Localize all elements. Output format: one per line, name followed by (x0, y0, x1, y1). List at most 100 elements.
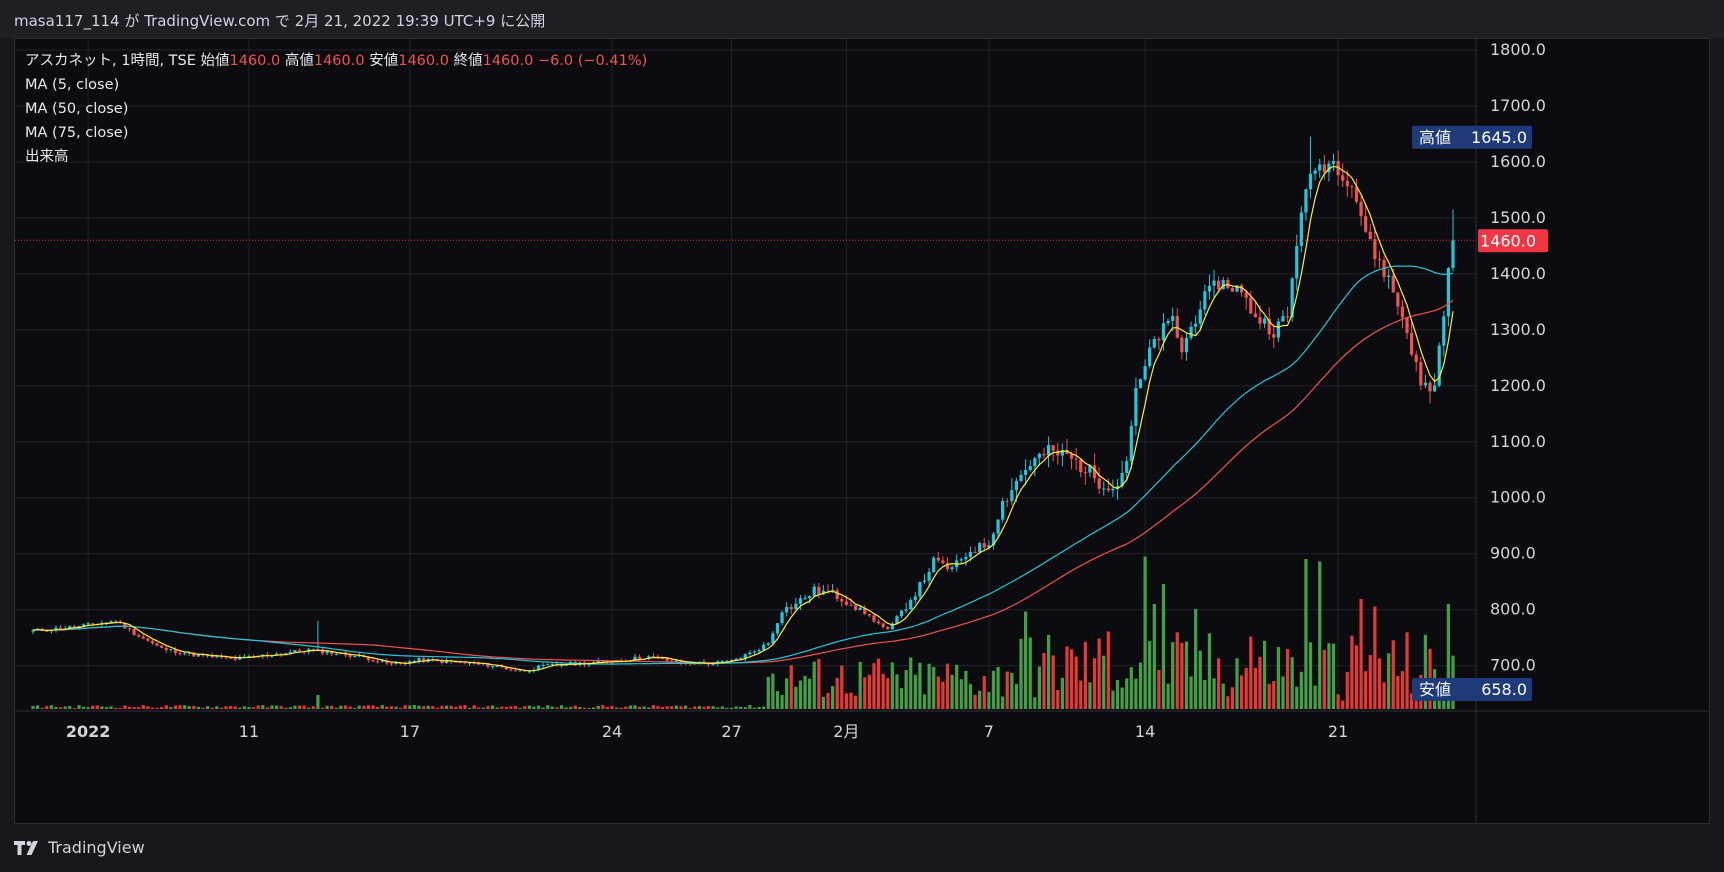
volume-bar (320, 707, 325, 709)
candle-body (1308, 173, 1313, 190)
legend-ma5[interactable]: MA (5, close) (25, 77, 120, 93)
time-tick-label: 27 (721, 722, 741, 741)
volume-bar (449, 705, 453, 709)
candle-body (1207, 285, 1212, 292)
volume-bar (582, 707, 587, 709)
volume-bar (1033, 697, 1037, 709)
candle-body (77, 625, 81, 628)
volume-bar (950, 674, 954, 709)
candle-body (950, 567, 954, 570)
legend-symbol[interactable]: アスカネット, 1時間, TSE (25, 53, 196, 69)
candle-body (1111, 488, 1115, 491)
volume-bar (918, 662, 922, 709)
price-tick-label: 1700.0 (1490, 96, 1546, 115)
candle-body (1391, 275, 1395, 293)
candle-body (467, 662, 472, 664)
volume-bar (261, 705, 265, 709)
legend-ma50[interactable]: MA (50, close) (25, 101, 129, 117)
candle-body (1451, 240, 1455, 269)
candle-body (399, 663, 403, 665)
candle-body (927, 571, 931, 581)
candle-body (1005, 500, 1009, 502)
volume-bar (1396, 676, 1400, 709)
candle-body (1285, 316, 1290, 318)
candle-body (504, 667, 508, 670)
tradingview-brand[interactable]: TradingView (14, 838, 145, 857)
volume-bar (509, 706, 513, 709)
volume-bar (118, 707, 122, 709)
candle-body (146, 638, 150, 641)
candle-body (1033, 458, 1037, 467)
volume-bar (1001, 696, 1005, 709)
candle-body (762, 644, 766, 650)
candle-body (518, 670, 522, 672)
candle-body (1143, 366, 1147, 380)
volume-bar (1221, 683, 1225, 709)
legend-low-label: 安値 (369, 53, 399, 69)
volume-bar (343, 705, 348, 709)
chart-frame[interactable]: 1800.0 1700.0 1600.0 1500.0 1400.0 1300.0 1200… (14, 38, 1710, 824)
candle-body (559, 665, 564, 667)
price-chart[interactable]: 1800.0 1700.0 1600.0 1500.0 1400.0 1300.0 1200… (15, 39, 1710, 824)
candle-body (1079, 459, 1083, 473)
volume-bar (100, 706, 104, 709)
brand-name: TradingView (48, 838, 145, 857)
candle-body (729, 659, 734, 661)
volume-bar (1074, 656, 1078, 709)
volume-bar (527, 705, 531, 709)
volume-bar (541, 707, 545, 709)
volume-bar (959, 679, 963, 709)
volume-bar (339, 705, 343, 709)
volume-bar (913, 674, 917, 709)
volume-bar (127, 706, 132, 709)
volume-bar (1230, 687, 1235, 709)
volume-bar (739, 706, 743, 709)
volume-bar (665, 706, 669, 709)
candle-body (1180, 337, 1184, 353)
volume-bar (242, 706, 246, 709)
price-tick-label: 800.0 (1490, 600, 1536, 619)
candle-body (1336, 161, 1340, 176)
volume-bar (408, 705, 412, 709)
volume-bar (858, 661, 862, 709)
volume-bar (1299, 671, 1303, 709)
volume-bar (1341, 700, 1345, 709)
publish-info: masa117_114 が TradingView.com で 2月 21, 2… (14, 12, 546, 30)
price-tick-label: 700.0 (1490, 656, 1536, 675)
candle-body (909, 599, 913, 610)
volume-bar (513, 705, 518, 709)
ma50-line (32, 265, 1454, 665)
candle-body (1088, 465, 1092, 473)
volume-bar (371, 705, 375, 709)
volume-bar (1111, 690, 1115, 709)
candle-body (376, 661, 380, 663)
volume-bar (615, 707, 619, 709)
candle-body (665, 658, 669, 661)
volume-bar (633, 705, 637, 709)
volume-bar (454, 706, 458, 709)
volume-bar (1382, 682, 1386, 709)
volume-bar (601, 705, 605, 709)
volume-bar (904, 670, 908, 709)
candle-body (798, 598, 803, 604)
price-tick-label: 1400.0 (1490, 264, 1546, 283)
candle-body (141, 636, 145, 639)
candle-body (835, 590, 839, 599)
volume-bar (808, 678, 812, 709)
last-price-marker (1478, 229, 1548, 253)
candle-body (973, 551, 977, 553)
candle-body (495, 665, 499, 667)
candle-body (247, 655, 251, 657)
legend-volume[interactable]: 出来高 (25, 149, 69, 165)
candle-body (775, 623, 780, 634)
candle-body (536, 665, 541, 670)
volume-bar (826, 692, 830, 709)
volume-bar (500, 706, 504, 709)
candle-body (164, 647, 168, 651)
volume-bar (794, 686, 798, 709)
candle-body (206, 654, 210, 656)
candle-body (417, 658, 421, 661)
candle-body (380, 660, 384, 662)
legend-ma75[interactable]: MA (75, close) (25, 125, 129, 141)
candle-body (1276, 321, 1280, 338)
